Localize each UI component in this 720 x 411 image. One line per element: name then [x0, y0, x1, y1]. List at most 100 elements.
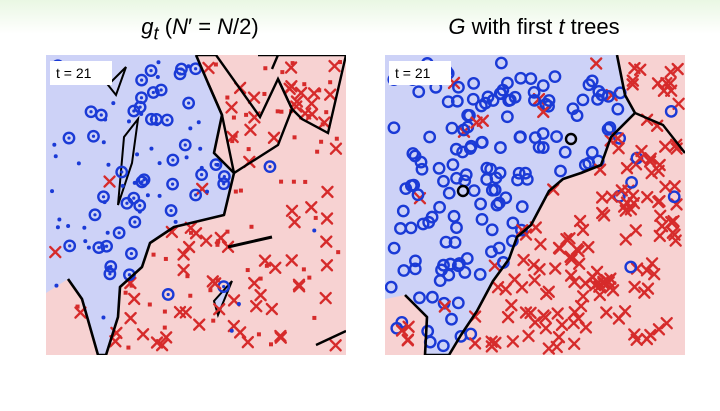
blue-circle-point [603, 121, 617, 134]
blue-point [179, 67, 183, 71]
blue-circle-point [527, 85, 541, 99]
red-cross-point [664, 65, 677, 79]
red-cross-point [666, 226, 680, 239]
red-cross-point [305, 201, 318, 214]
red-point [275, 109, 280, 114]
blue-circle-point [566, 102, 580, 116]
blue-circle-point [447, 209, 461, 223]
blue-point [156, 60, 161, 65]
blue-circle-point [463, 109, 476, 122]
red-cross-point [670, 138, 683, 152]
red-cross-point [199, 234, 213, 247]
blue-point [229, 328, 234, 333]
red-cross-point [292, 278, 306, 291]
red-cross-point [294, 86, 308, 100]
blue-circle-point [437, 258, 450, 272]
blue-point [222, 174, 226, 179]
blue-circle-point [474, 197, 487, 211]
red-cross-point [501, 310, 515, 324]
red-point [312, 315, 317, 320]
blue-point [67, 136, 71, 140]
red-cross-point [506, 335, 520, 348]
blue-circle-point [94, 108, 108, 122]
red-cross-point [485, 335, 498, 348]
red-point [225, 95, 230, 100]
red-cross-point [640, 264, 654, 277]
blue-circle-point [493, 166, 507, 180]
red-cross-point [49, 245, 62, 259]
red-cross-point [653, 158, 666, 172]
blue-point [196, 120, 201, 125]
red-cross-point [600, 306, 613, 319]
red-point [279, 179, 284, 184]
blue-circle-point [485, 245, 498, 259]
red-cross-point [528, 273, 541, 287]
blue-point [205, 189, 210, 194]
blue-point [137, 209, 142, 214]
decision-boundary [634, 111, 685, 154]
blue-point [132, 109, 136, 113]
red-point [280, 70, 285, 75]
blue-circle-point [178, 138, 192, 152]
red-cross-point [505, 299, 518, 312]
blue-point [312, 228, 317, 233]
red-cross-point [173, 305, 187, 319]
blue-circle-point [161, 288, 175, 301]
red-point [307, 275, 312, 280]
blue-point [198, 146, 203, 151]
blue-circle-point [450, 221, 463, 234]
red-cross-point [542, 285, 555, 298]
blue-circle-point [87, 129, 100, 143]
red-point [264, 263, 269, 268]
red-cross-point [395, 324, 409, 337]
blue-point [101, 195, 106, 199]
blue-point [138, 203, 142, 208]
left-classification-plot: t = 21 [46, 55, 346, 355]
blue-point [184, 155, 189, 160]
red-cross-point [576, 223, 590, 237]
blue-island [117, 115, 140, 206]
blue-circle-point [451, 296, 465, 310]
red-cross-point [564, 250, 577, 263]
red-point [302, 82, 307, 87]
t-label-box [389, 61, 451, 85]
blue-circle-point [437, 174, 450, 188]
blue-point [106, 162, 111, 167]
red-cross-point [522, 329, 535, 343]
blue-circle-point [536, 79, 550, 93]
blue-circle-point [514, 130, 527, 144]
red-cross-point [285, 204, 299, 218]
red-cross-point [634, 152, 647, 165]
red-point [188, 293, 193, 298]
blue-point [166, 292, 170, 297]
blue-circle-point [554, 164, 567, 178]
red-cross-point [258, 254, 272, 267]
red-point [324, 110, 329, 115]
blue-circle-point [576, 93, 590, 107]
blue-circle-point [387, 121, 401, 135]
red-point [162, 309, 167, 314]
red-cross-point [202, 61, 215, 75]
red-point [126, 345, 131, 350]
blue-point [140, 78, 144, 82]
red-cross-point [606, 284, 620, 297]
blue-circle-point [189, 188, 203, 202]
blue-circle-point [450, 94, 464, 108]
red-point [319, 139, 324, 144]
blue-circle-point [408, 262, 422, 276]
blue-point [165, 118, 169, 122]
blue-point [97, 245, 101, 250]
red-cross-point [401, 333, 415, 346]
red-point [292, 135, 297, 140]
blue-circle-point [416, 217, 430, 231]
red-cross-point [189, 227, 203, 240]
red-point [162, 325, 167, 330]
blue-point [117, 231, 121, 235]
red-cross-point [573, 214, 587, 228]
red-cross-point [549, 262, 562, 275]
blue-point [66, 223, 71, 228]
red-cross-point [519, 306, 533, 319]
blue-circle-point [458, 266, 472, 279]
blue-circle-point [439, 235, 453, 249]
blue-circle-point [411, 188, 425, 202]
